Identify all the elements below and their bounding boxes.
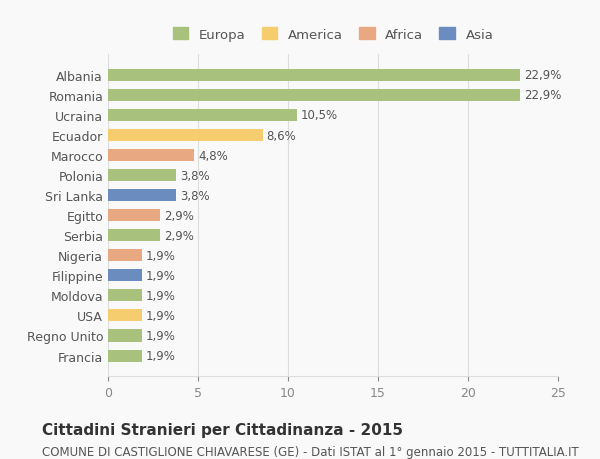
- Bar: [108, 250, 142, 262]
- Bar: [108, 130, 263, 142]
- Bar: [108, 350, 142, 362]
- Bar: [108, 310, 142, 322]
- Bar: [108, 70, 520, 82]
- Text: 22,9%: 22,9%: [524, 69, 561, 82]
- Text: 1,9%: 1,9%: [146, 249, 176, 262]
- Text: 1,9%: 1,9%: [146, 269, 176, 282]
- Legend: Europa, America, Africa, Asia: Europa, America, Africa, Asia: [167, 23, 499, 47]
- Text: 2,9%: 2,9%: [164, 229, 194, 242]
- Text: 10,5%: 10,5%: [301, 109, 338, 122]
- Text: 22,9%: 22,9%: [524, 89, 561, 102]
- Bar: [108, 210, 160, 222]
- Text: 8,6%: 8,6%: [266, 129, 296, 142]
- Text: COMUNE DI CASTIGLIONE CHIAVARESE (GE) - Dati ISTAT al 1° gennaio 2015 - TUTTITAL: COMUNE DI CASTIGLIONE CHIAVARESE (GE) - …: [42, 445, 579, 458]
- Bar: [108, 190, 176, 202]
- Text: 1,9%: 1,9%: [146, 349, 176, 362]
- Text: 3,8%: 3,8%: [180, 169, 209, 182]
- Text: 2,9%: 2,9%: [164, 209, 194, 222]
- Text: 4,8%: 4,8%: [198, 149, 228, 162]
- Bar: [108, 170, 176, 182]
- Text: 3,8%: 3,8%: [180, 189, 209, 202]
- Bar: [108, 330, 142, 342]
- Bar: [108, 150, 194, 162]
- Bar: [108, 90, 520, 102]
- Text: Cittadini Stranieri per Cittadinanza - 2015: Cittadini Stranieri per Cittadinanza - 2…: [42, 422, 403, 437]
- Text: 1,9%: 1,9%: [146, 309, 176, 322]
- Text: 1,9%: 1,9%: [146, 329, 176, 342]
- Bar: [108, 230, 160, 242]
- Bar: [108, 290, 142, 302]
- Text: 1,9%: 1,9%: [146, 289, 176, 302]
- Bar: [108, 110, 297, 122]
- Bar: [108, 270, 142, 282]
